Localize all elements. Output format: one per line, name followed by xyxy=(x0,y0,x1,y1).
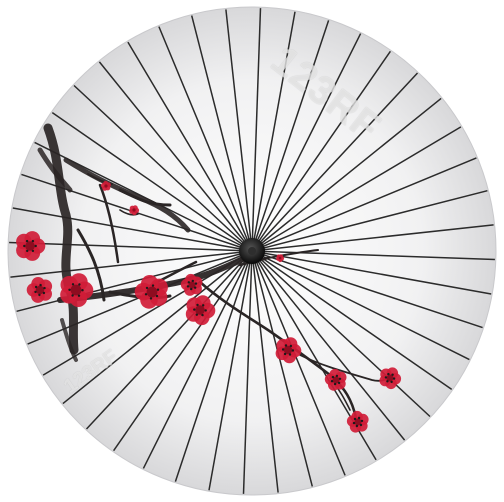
rib-line xyxy=(251,72,419,252)
rib-line xyxy=(251,20,330,252)
rib-line xyxy=(127,41,253,252)
plum-blossom xyxy=(275,337,302,364)
rib-line xyxy=(85,250,253,430)
plum-blossom xyxy=(180,273,203,296)
plum-blossom xyxy=(276,254,285,263)
rib-line xyxy=(174,250,253,482)
rib-line xyxy=(73,84,253,252)
plum-blossoms xyxy=(16,180,402,433)
plum-blossom xyxy=(26,277,53,303)
rib-line xyxy=(251,189,488,252)
rib-line xyxy=(51,111,253,252)
rib-line xyxy=(251,250,495,261)
rib-line xyxy=(251,157,477,252)
rib-line xyxy=(251,250,314,487)
plum-blossom xyxy=(379,367,402,390)
rib-line xyxy=(251,224,494,252)
rib-line xyxy=(9,241,253,252)
rib-line xyxy=(251,97,442,252)
plum-blossom xyxy=(134,275,168,309)
rib-line xyxy=(112,250,253,452)
rib-line xyxy=(251,250,346,476)
rib-line xyxy=(251,250,453,391)
rib-line xyxy=(98,61,253,252)
rib-line xyxy=(142,250,253,469)
rib-line xyxy=(251,250,492,295)
rib-line xyxy=(158,26,253,252)
rib-line xyxy=(251,11,296,252)
plum-blossom xyxy=(185,295,216,326)
plum-blossom xyxy=(346,410,369,433)
rib-line xyxy=(16,250,253,313)
rib-line xyxy=(242,250,253,494)
rib-line xyxy=(251,33,362,252)
rib-line xyxy=(251,250,406,441)
rib-line xyxy=(251,50,392,252)
rib-line xyxy=(62,250,253,405)
rib-line xyxy=(251,250,431,418)
plum-blossom xyxy=(60,273,94,308)
plum-blossom xyxy=(16,231,46,261)
rib-line xyxy=(10,250,253,278)
rib-line xyxy=(225,9,253,252)
rib-line xyxy=(251,250,483,329)
rib-line xyxy=(251,250,279,493)
rib-line xyxy=(190,15,253,252)
plum-blossom xyxy=(129,205,140,216)
rib-line xyxy=(208,250,253,491)
rib-line xyxy=(251,126,462,252)
rib-line xyxy=(251,250,470,361)
rib-line xyxy=(251,8,262,252)
rib-line xyxy=(12,207,253,252)
plum-branch xyxy=(37,123,393,420)
plum-blossom xyxy=(324,368,347,391)
plum-blossom xyxy=(100,180,111,191)
